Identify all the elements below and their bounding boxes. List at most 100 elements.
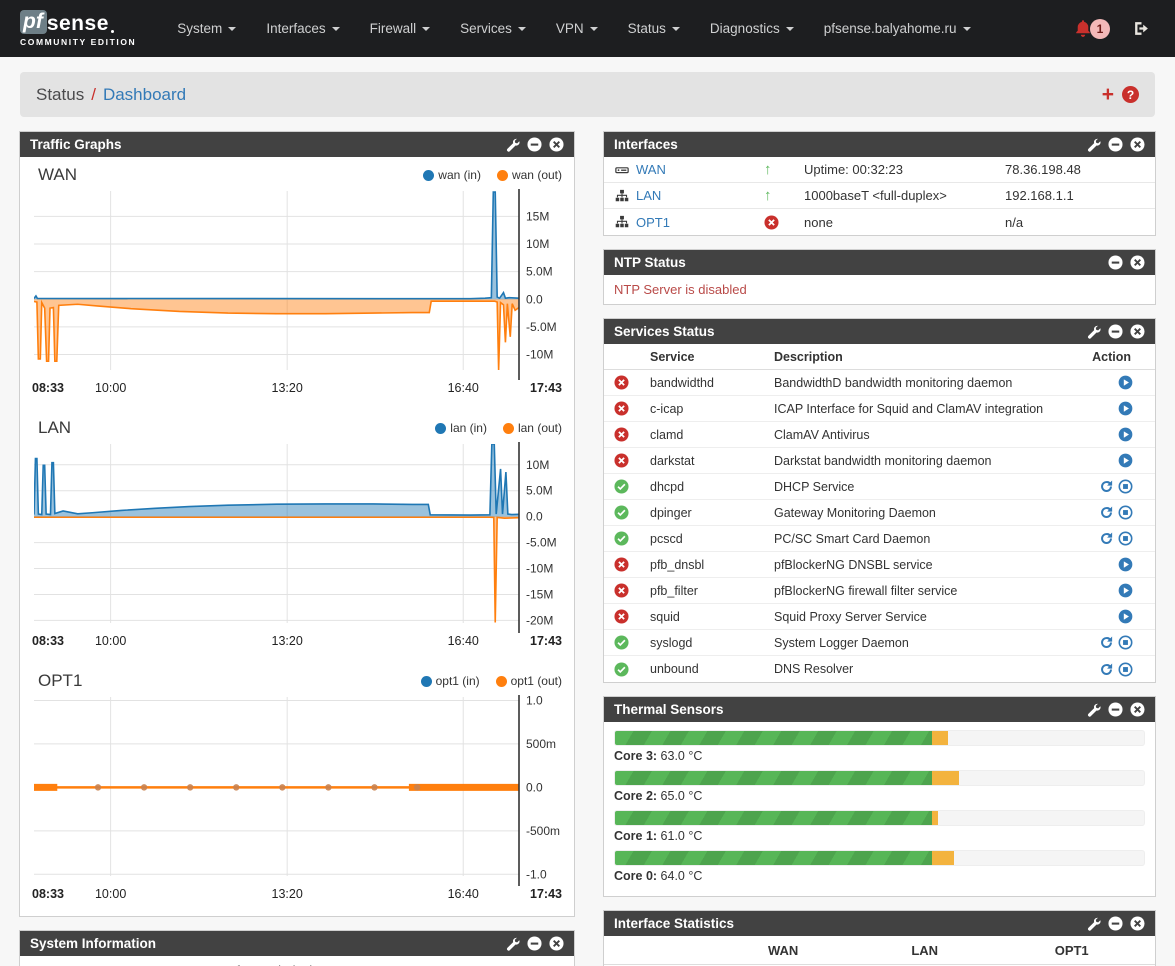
- thermal-bar-green: [615, 771, 933, 785]
- logout-button[interactable]: [1132, 20, 1151, 37]
- service-description: pfBlockerNG firewall filter service: [774, 583, 958, 598]
- ntp-status-title: NTP Status: [614, 255, 686, 270]
- services-col-description: Description: [774, 350, 843, 364]
- help-icon[interactable]: ?: [1122, 86, 1139, 103]
- interface-address: 192.168.1.1: [1005, 188, 1074, 203]
- restart-service-icon[interactable]: [1099, 479, 1114, 494]
- restart-service-icon[interactable]: [1099, 531, 1114, 546]
- stop-service-icon[interactable]: [1118, 635, 1133, 650]
- nav-item-pfsense-balyahome-ru[interactable]: pfsense.balyahome.ru: [809, 11, 986, 46]
- service-description: DNS Resolver: [774, 662, 854, 676]
- minimize-icon[interactable]: [527, 936, 542, 951]
- legend-item-opt1-out[interactable]: opt1 (out): [495, 674, 562, 688]
- service-row-bandwidthd: bandwidthd BandwidthD bandwidth monitorin…: [604, 370, 1155, 396]
- close-icon[interactable]: [1130, 324, 1145, 339]
- chevron-down-icon: [589, 27, 598, 32]
- start-service-icon[interactable]: [1118, 609, 1133, 624]
- close-icon[interactable]: [1130, 916, 1145, 931]
- legend-label: opt1 (out): [510, 674, 562, 688]
- start-service-icon[interactable]: [1118, 401, 1133, 416]
- interface-link-opt1[interactable]: OPT1: [614, 215, 764, 230]
- minimize-icon[interactable]: [1108, 137, 1123, 152]
- close-icon[interactable]: [549, 936, 564, 951]
- nav-item-status[interactable]: Status: [613, 11, 695, 46]
- service-actions: [1065, 662, 1145, 677]
- nav-item-vpn[interactable]: VPN: [541, 11, 613, 46]
- start-service-icon[interactable]: [1118, 583, 1133, 598]
- stats-col-empty: [614, 943, 768, 958]
- wrench-icon[interactable]: [1087, 138, 1101, 152]
- service-running-icon: [614, 661, 650, 677]
- service-name: dpinger: [650, 505, 692, 520]
- service-stopped-icon: [614, 427, 650, 442]
- restart-service-icon[interactable]: [1099, 662, 1114, 677]
- minimize-icon[interactable]: [1108, 916, 1123, 931]
- svg-text:0.0: 0.0: [526, 780, 543, 794]
- interface-name: OPT1: [636, 214, 670, 230]
- interface-link-lan[interactable]: LAN: [614, 188, 764, 203]
- svg-text:15M: 15M: [526, 209, 549, 223]
- stop-service-icon[interactable]: [1118, 531, 1133, 546]
- legend-dot: [423, 169, 435, 181]
- start-service-icon[interactable]: [1118, 557, 1133, 572]
- thermal-sensor-core-0-bar: [614, 850, 1145, 866]
- minimize-icon[interactable]: [1108, 255, 1123, 270]
- wrench-icon[interactable]: [1087, 703, 1101, 717]
- close-icon[interactable]: [1130, 702, 1145, 717]
- start-service-icon[interactable]: [1118, 427, 1133, 442]
- service-actions: [1065, 635, 1145, 650]
- nav-item-firewall[interactable]: Firewall: [355, 11, 446, 46]
- service-row-darkstat: darkstat Darkstat bandwidth monitoring da…: [604, 448, 1155, 474]
- legend-label: lan (in): [450, 421, 487, 435]
- minimize-icon[interactable]: [1108, 324, 1123, 339]
- stop-service-icon[interactable]: [1118, 662, 1133, 677]
- service-stopped-icon: [614, 453, 650, 468]
- legend-item-lan-out[interactable]: lan (out): [502, 421, 562, 435]
- close-icon[interactable]: [1130, 137, 1145, 152]
- interface-up-icon: ↑: [764, 161, 772, 178]
- interface-detail: none: [804, 214, 833, 230]
- wrench-icon[interactable]: [1087, 917, 1101, 931]
- legend-dot: [495, 675, 507, 687]
- svg-text:17:43: 17:43: [530, 634, 562, 648]
- svg-text:10:00: 10:00: [95, 634, 126, 648]
- nav-item-services[interactable]: Services: [445, 11, 541, 46]
- stop-service-icon[interactable]: [1118, 505, 1133, 520]
- legend-item-lan-in[interactable]: lan (in): [435, 421, 487, 435]
- thermal-sensor-core-3-bar: [614, 730, 1145, 746]
- restart-service-icon[interactable]: [1099, 635, 1114, 650]
- close-icon[interactable]: [549, 137, 564, 152]
- nav-item-diagnostics[interactable]: Diagnostics: [695, 11, 809, 46]
- wrench-icon[interactable]: [1087, 325, 1101, 339]
- svg-text:-20M: -20M: [526, 613, 553, 627]
- restart-service-icon[interactable]: [1099, 505, 1114, 520]
- interface-link-wan[interactable]: WAN: [614, 162, 764, 177]
- legend-item-opt1-in[interactable]: opt1 (in): [420, 674, 480, 688]
- notifications-button[interactable]: 1: [1074, 18, 1110, 39]
- service-description: Gateway Monitoring Daemon: [774, 505, 936, 520]
- nav-item-interfaces[interactable]: Interfaces: [251, 11, 354, 46]
- interface-name: WAN: [636, 162, 666, 177]
- close-icon[interactable]: [1130, 255, 1145, 270]
- legend-item-wan-in[interactable]: wan (in): [423, 168, 481, 182]
- legend-dot: [496, 169, 508, 181]
- nav-item-label: Firewall: [369, 21, 417, 36]
- pfsense-logo[interactable]: pf sense COMMUNITY EDITION: [14, 10, 136, 47]
- minimize-icon[interactable]: [527, 137, 542, 152]
- stop-service-icon[interactable]: [1118, 479, 1133, 494]
- wrench-icon[interactable]: [506, 138, 520, 152]
- legend-item-wan-out[interactable]: wan (out): [496, 168, 562, 182]
- start-service-icon[interactable]: [1118, 453, 1133, 468]
- minimize-icon[interactable]: [1108, 702, 1123, 717]
- add-widget-button[interactable]: +: [1101, 83, 1114, 106]
- nav-item-label: Diagnostics: [709, 21, 780, 36]
- thermal-bar-yellow: [932, 771, 959, 785]
- service-row-clamd: clamd ClamAV Antivirus: [604, 422, 1155, 448]
- interfaces-panel: Interfaces WAN ↑ Uptime: 00:32:23 78.36.198…: [603, 131, 1156, 236]
- breadcrumb-page-link[interactable]: Dashboard: [102, 84, 187, 104]
- start-service-icon[interactable]: [1118, 375, 1133, 390]
- service-row-syslogd: syslogd System Logger Daemon: [604, 630, 1155, 656]
- wrench-icon[interactable]: [506, 937, 520, 951]
- nav-item-system[interactable]: System: [162, 11, 251, 46]
- main-menu: System Interfaces Firewall Services VPN Statu…: [162, 11, 1074, 46]
